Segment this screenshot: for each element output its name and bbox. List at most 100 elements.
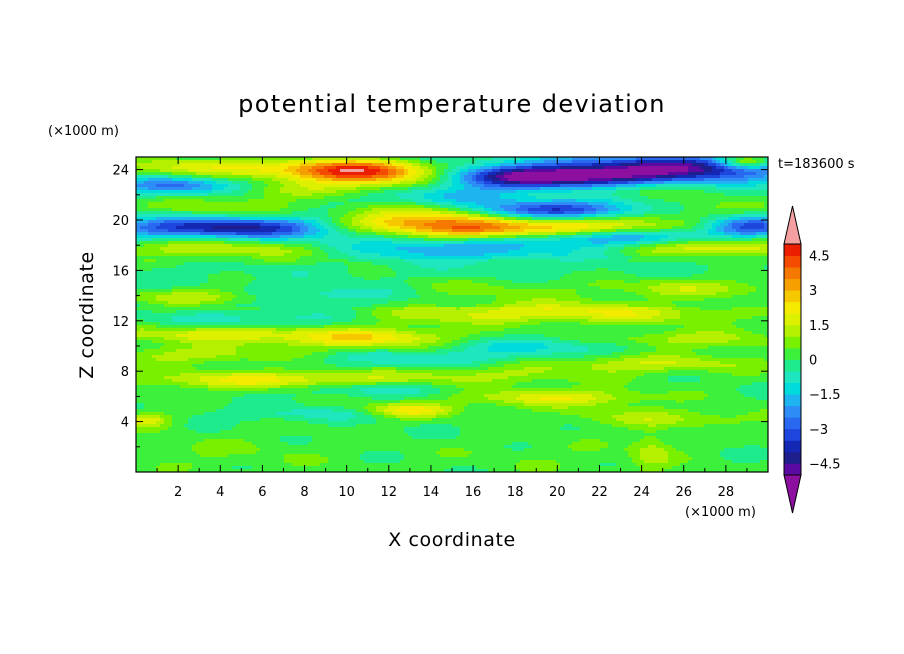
heatmap-cell bbox=[488, 349, 537, 353]
heatmap-cell bbox=[260, 238, 289, 242]
heatmap-cell bbox=[136, 388, 209, 392]
heatmap-cell bbox=[240, 217, 301, 221]
heatmap-cell bbox=[368, 376, 385, 380]
heatmap-cell bbox=[380, 181, 401, 185]
heatmap-cell bbox=[368, 166, 381, 170]
heatmap-cell bbox=[428, 235, 489, 239]
heatmap-cell bbox=[468, 217, 485, 221]
heatmap-cell bbox=[756, 397, 768, 401]
heatmap-cell bbox=[752, 238, 768, 242]
heatmap-cell bbox=[580, 427, 629, 431]
heatmap-cell bbox=[764, 202, 768, 206]
heatmap-cell bbox=[364, 169, 381, 173]
heatmap-cell bbox=[512, 220, 529, 224]
heatmap-cell bbox=[408, 169, 417, 173]
heatmap-cell bbox=[468, 340, 489, 344]
heatmap-cell bbox=[748, 220, 765, 224]
heatmap-cell bbox=[436, 451, 473, 455]
heatmap-cell bbox=[648, 298, 705, 302]
heatmap-cell bbox=[500, 205, 521, 209]
heatmap-cell bbox=[588, 400, 609, 404]
heatmap-cell bbox=[664, 199, 768, 203]
heatmap-cell bbox=[396, 169, 405, 173]
heatmap-cell bbox=[620, 250, 637, 254]
heatmap-cell bbox=[412, 334, 437, 338]
heatmap-cell bbox=[216, 298, 233, 302]
heatmap-cell bbox=[436, 166, 449, 170]
heatmap-cell bbox=[764, 220, 768, 224]
heatmap-cell bbox=[612, 199, 633, 203]
heatmap-cell bbox=[300, 217, 321, 221]
heatmap-cell bbox=[660, 310, 681, 314]
heatmap-cell bbox=[460, 343, 477, 347]
heatmap-cell bbox=[604, 244, 625, 248]
heatmap-cell bbox=[572, 442, 609, 446]
heatmap-cell bbox=[396, 193, 425, 197]
heatmap-cell bbox=[748, 166, 761, 170]
heatmap-cell bbox=[136, 259, 145, 263]
heatmap-cell bbox=[176, 334, 309, 338]
heatmap-cell bbox=[588, 283, 661, 287]
heatmap-cell bbox=[332, 316, 357, 320]
heatmap-cell bbox=[272, 232, 293, 236]
heatmap-cell bbox=[300, 184, 361, 188]
heatmap-cell bbox=[136, 424, 161, 428]
heatmap-cell bbox=[432, 385, 457, 389]
heatmap-cell bbox=[700, 379, 768, 383]
heatmap-cell bbox=[564, 211, 585, 215]
heatmap-cell bbox=[176, 310, 357, 314]
heatmap-cell bbox=[308, 271, 349, 275]
heatmap-cell bbox=[500, 196, 537, 200]
heatmap-cell bbox=[136, 457, 285, 461]
heatmap-cell bbox=[520, 157, 541, 161]
heatmap-cell bbox=[356, 229, 373, 233]
heatmap-cell bbox=[488, 358, 517, 362]
colorbar-box bbox=[784, 440, 801, 453]
heatmap-cell bbox=[428, 175, 437, 179]
heatmap-cell bbox=[256, 277, 365, 281]
heatmap-cell bbox=[748, 181, 768, 185]
heatmap-cell bbox=[740, 337, 768, 341]
heatmap-cell bbox=[660, 238, 677, 242]
heatmap-cell bbox=[140, 328, 145, 332]
heatmap-cell bbox=[460, 412, 561, 416]
heatmap-cell bbox=[228, 178, 253, 182]
heatmap-cell bbox=[392, 163, 405, 167]
heatmap-cell bbox=[192, 346, 237, 350]
heatmap-cell bbox=[256, 382, 289, 386]
heatmap-cell bbox=[488, 214, 501, 218]
heatmap-cell bbox=[760, 247, 768, 251]
heatmap-cell bbox=[136, 232, 149, 236]
heatmap-cell bbox=[304, 415, 357, 419]
heatmap-cell bbox=[592, 316, 653, 320]
heatmap-cell bbox=[612, 424, 649, 428]
heatmap-cell bbox=[432, 382, 517, 386]
heatmap-cell bbox=[444, 193, 501, 197]
heatmap-cell bbox=[480, 337, 561, 341]
heatmap-cell bbox=[308, 187, 325, 191]
heatmap-cell bbox=[708, 394, 745, 398]
heatmap-cell bbox=[348, 358, 489, 362]
heatmap-cell bbox=[144, 319, 173, 323]
heatmap-cell bbox=[136, 187, 149, 191]
heatmap-cell bbox=[172, 415, 193, 419]
heatmap-cell bbox=[504, 172, 513, 176]
heatmap-cell bbox=[472, 175, 477, 179]
heatmap-cell bbox=[664, 442, 768, 446]
chart-title: potential temperature deviation bbox=[238, 90, 666, 118]
heatmap-cell bbox=[608, 268, 709, 272]
heatmap-cell bbox=[648, 445, 657, 449]
heatmap-cell bbox=[568, 445, 609, 449]
x-tick-label: 4 bbox=[216, 485, 224, 500]
heatmap-cell bbox=[632, 256, 768, 260]
heatmap-cell bbox=[408, 379, 453, 383]
heatmap-cell bbox=[148, 229, 169, 233]
heatmap-cell bbox=[660, 313, 681, 317]
y-tick-label: 24 bbox=[112, 164, 129, 179]
heatmap-cell bbox=[220, 289, 245, 293]
heatmap-cell bbox=[364, 451, 401, 455]
heatmap-cell bbox=[172, 289, 221, 293]
heatmap-cell bbox=[440, 325, 521, 329]
heatmap-cell bbox=[512, 172, 669, 176]
heatmap-cell bbox=[136, 163, 181, 167]
